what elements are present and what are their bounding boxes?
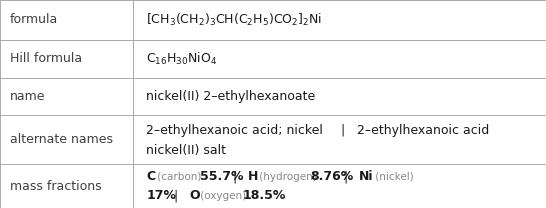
Text: O: O: [189, 189, 199, 202]
Text: 2–ethylhexanoic acid: 2–ethylhexanoic acid: [357, 124, 489, 137]
Text: formula: formula: [10, 13, 58, 26]
Text: 17%: 17%: [146, 189, 176, 202]
Text: Ni: Ni: [358, 170, 373, 183]
Text: alternate names: alternate names: [10, 133, 113, 146]
Text: nickel(II) 2–ethylhexanoate: nickel(II) 2–ethylhexanoate: [146, 90, 316, 103]
Text: 8.76%: 8.76%: [311, 170, 354, 183]
Text: nickel(II) salt: nickel(II) salt: [146, 144, 227, 157]
Text: name: name: [10, 90, 45, 103]
Text: mass fractions: mass fractions: [10, 180, 102, 193]
Text: 55.7%: 55.7%: [200, 170, 244, 183]
Text: |: |: [340, 124, 345, 137]
Text: (nickel): (nickel): [372, 172, 414, 182]
Text: $\mathregular{C_{16}H_{30}NiO_4}$: $\mathregular{C_{16}H_{30}NiO_4}$: [146, 51, 217, 67]
Text: (hydrogen): (hydrogen): [256, 172, 320, 182]
Text: |: |: [233, 170, 237, 183]
Text: |: |: [174, 189, 178, 202]
Text: C: C: [146, 170, 156, 183]
Text: |: |: [343, 170, 347, 183]
Text: (oxygen): (oxygen): [197, 191, 249, 201]
Text: 2–ethylhexanoic acid; nickel: 2–ethylhexanoic acid; nickel: [146, 124, 323, 137]
Text: (carbon): (carbon): [155, 172, 205, 182]
Text: 18.5%: 18.5%: [243, 189, 286, 202]
Text: H: H: [248, 170, 258, 183]
Text: Hill formula: Hill formula: [10, 52, 82, 65]
Text: $\mathregular{[CH_3(CH_2)_3CH(C_2H_5)CO_2]_2Ni}$: $\mathregular{[CH_3(CH_2)_3CH(C_2H_5)CO_…: [146, 12, 323, 28]
